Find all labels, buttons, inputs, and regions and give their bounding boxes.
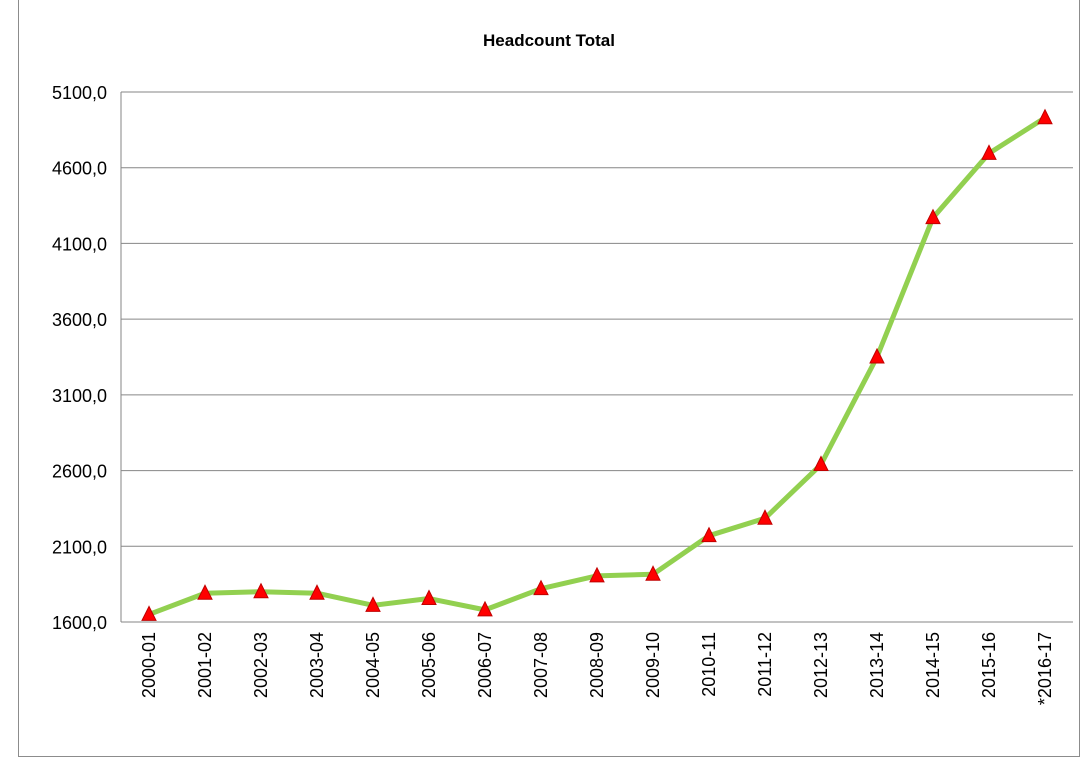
x-tick-label: 2005-06 xyxy=(419,632,439,698)
x-tick-label: 2004-05 xyxy=(363,632,383,698)
data-point-marker xyxy=(533,579,549,596)
x-tick-label: 2012-13 xyxy=(811,632,831,698)
data-point-marker xyxy=(869,347,885,364)
chart-frame: Headcount Total 1600,0 2100,0 2600,0 3100,0… xyxy=(18,0,1080,757)
x-tick-label: 2002-03 xyxy=(251,632,271,698)
gridlines xyxy=(120,91,1073,623)
data-point-marker xyxy=(141,605,157,621)
data-point-marker xyxy=(757,509,773,525)
x-tick-label: 2000-01 xyxy=(139,632,159,698)
y-tick-label: 3100,0 xyxy=(52,386,107,406)
data-point-marker xyxy=(197,584,213,600)
y-tick-label: 3600,0 xyxy=(52,310,107,330)
data-point-marker xyxy=(701,526,717,543)
chart-plot: 1600,0 2100,0 2600,0 3100,0 3600,0 4100,0 4600… xyxy=(52,83,1073,705)
data-point-marker xyxy=(1037,108,1053,125)
data-point-marker xyxy=(645,565,661,581)
y-tick-label: 1600,0 xyxy=(52,613,107,633)
x-tick-label: 2011-12 xyxy=(755,632,775,697)
data-point-marker xyxy=(813,455,829,472)
series-line xyxy=(146,115,1048,617)
y-tick-label: 5100,0 xyxy=(52,83,107,103)
data-point-marker xyxy=(253,582,269,599)
y-tick-label: 2600,0 xyxy=(52,462,107,482)
x-tick-labels: 2000-01 2001-02 2002-03 2003-04 2004-05 2005-… xyxy=(139,632,1055,705)
x-tick-label: 2015-16 xyxy=(979,632,999,698)
chart-title: Headcount Total xyxy=(483,31,615,50)
data-point-marker xyxy=(365,596,381,612)
x-tick-label: 2006-07 xyxy=(475,632,495,698)
y-tick-label: 4600,0 xyxy=(52,159,107,179)
data-point-marker xyxy=(477,600,493,617)
data-point-marker xyxy=(981,144,997,160)
data-point-marker xyxy=(421,589,437,606)
x-tick-label: 2014-15 xyxy=(923,632,943,698)
data-point-marker xyxy=(589,566,605,583)
y-tick-label: 2100,0 xyxy=(52,537,107,557)
data-point-marker xyxy=(925,208,941,225)
x-tick-label: 2001-02 xyxy=(195,632,215,698)
x-tick-label: 2013-14 xyxy=(867,632,887,698)
y-tick-labels: 1600,0 2100,0 2600,0 3100,0 3600,0 4100,0 4600… xyxy=(52,83,107,633)
marker-layer xyxy=(141,108,1053,621)
x-tick-label: 2003-04 xyxy=(307,632,327,698)
data-point-marker xyxy=(309,584,325,600)
series-line-layer xyxy=(146,115,1048,617)
x-tick-label: 2007-08 xyxy=(531,632,551,698)
x-tick-label: 2008-09 xyxy=(587,632,607,698)
y-tick-label: 4100,0 xyxy=(52,234,107,254)
x-tick-label: *2016-17 xyxy=(1035,632,1055,705)
x-tick-label: 2010-11 xyxy=(699,632,719,697)
x-tick-label: 2009-10 xyxy=(643,632,663,698)
